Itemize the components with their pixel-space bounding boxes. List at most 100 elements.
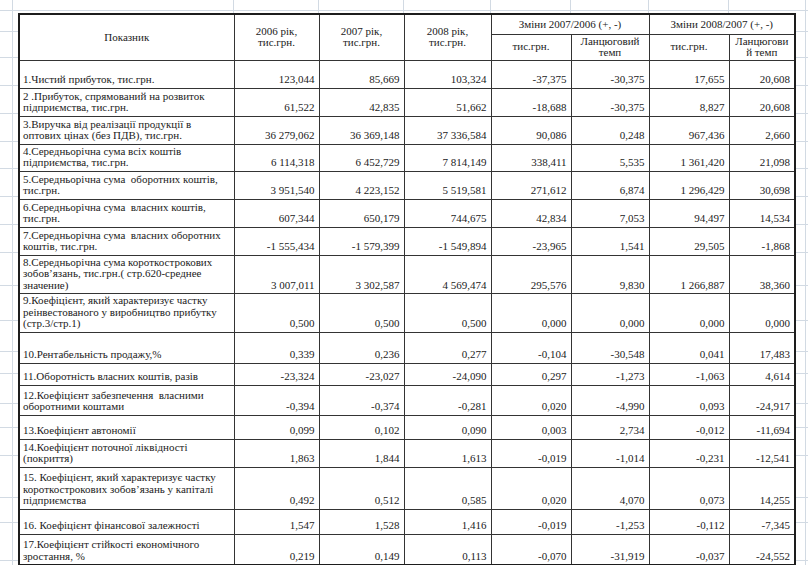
indicator-cell[interactable]: 12.Коефіцієнт забезпечення власними обор… [19,385,234,415]
value-2008-cell[interactable]: 51,662 [404,88,491,116]
chain-0807-rate-cell[interactable]: -11,694 [729,415,795,439]
header-year-2007[interactable]: 2007 рік, тис.грн. [319,14,404,60]
change-0706-value-cell[interactable]: 0,297 [491,363,571,385]
value-2008-cell[interactable]: -1 549,894 [404,227,491,255]
value-2008-cell[interactable]: 5 519,581 [404,171,491,199]
value-2008-cell[interactable]: 744,675 [404,199,491,227]
indicator-cell[interactable]: 9.Коефіцієнт, який характеризує частку р… [19,294,234,333]
chain-0706-rate-cell[interactable]: -30,375 [571,88,649,116]
value-2007-cell[interactable]: 1,528 [319,509,404,534]
value-2008-cell[interactable]: 0,090 [404,415,491,439]
value-2007-cell[interactable]: 0,102 [319,415,404,439]
chain-0706-rate-cell[interactable]: 1,541 [571,227,649,255]
value-2008-cell[interactable]: 103,324 [404,60,491,88]
header-year-2008[interactable]: 2008 рік, тис.грн. [404,14,491,60]
value-2007-cell[interactable]: 0,236 [319,332,404,363]
chain-0807-rate-cell[interactable]: -24,552 [729,534,795,565]
header-thousands-uah-2[interactable]: тис.грн. [649,34,729,60]
value-2007-cell[interactable]: 6 452,729 [319,144,404,171]
value-2008-cell[interactable]: 7 814,149 [404,144,491,171]
chain-0706-rate-cell[interactable]: 9,830 [571,255,649,294]
indicator-cell[interactable]: 3.Виручка від реалізації продукції в опт… [19,116,234,144]
change-0807-value-cell[interactable]: 94,497 [649,199,729,227]
value-2007-cell[interactable]: 3 302,587 [319,255,404,294]
value-2007-cell[interactable]: 4 223,152 [319,171,404,199]
value-2006-cell[interactable]: 607,344 [234,199,319,227]
change-0706-value-cell[interactable]: -0,104 [491,332,571,363]
value-2006-cell[interactable]: 123,044 [234,60,319,88]
indicator-cell[interactable]: 7.Середньорічна сума власних оборотних к… [19,227,234,255]
value-2007-cell[interactable]: 85,669 [319,60,404,88]
change-0706-value-cell[interactable]: 271,612 [491,171,571,199]
value-2008-cell[interactable]: -0,281 [404,385,491,415]
chain-0807-rate-cell[interactable]: 21,098 [729,144,795,171]
value-2008-cell[interactable]: 1,416 [404,509,491,534]
value-2006-cell[interactable]: 0,099 [234,415,319,439]
change-0807-value-cell[interactable]: 0,000 [649,294,729,333]
header-changes-2008-2007[interactable]: Зміни 2008/2007 (+, -) [649,14,795,34]
chain-0706-rate-cell[interactable]: -1,273 [571,363,649,385]
change-0706-value-cell[interactable]: -0,070 [491,534,571,565]
chain-0807-rate-cell[interactable]: 14,534 [729,199,795,227]
indicator-cell[interactable]: 6.Середньорічна сума власних коштів, тис… [19,199,234,227]
value-2006-cell[interactable]: 3 007,011 [234,255,319,294]
chain-0807-rate-cell[interactable]: 2,660 [729,116,795,144]
value-2008-cell[interactable]: -24,090 [404,363,491,385]
change-0706-value-cell[interactable]: -37,375 [491,60,571,88]
change-0706-value-cell[interactable]: -23,965 [491,227,571,255]
chain-0706-rate-cell[interactable]: -30,548 [571,332,649,363]
change-0706-value-cell[interactable]: -18,688 [491,88,571,116]
indicator-cell[interactable]: 16. Коефіцієнт фінансової залежності [19,509,234,534]
value-2006-cell[interactable]: 0,219 [234,534,319,565]
value-2006-cell[interactable]: -23,324 [234,363,319,385]
chain-0807-rate-cell[interactable]: 20,608 [729,60,795,88]
value-2007-cell[interactable]: 0,512 [319,467,404,509]
value-2006-cell[interactable]: 6 114,318 [234,144,319,171]
change-0807-value-cell[interactable]: 8,827 [649,88,729,116]
value-2007-cell[interactable]: 0,149 [319,534,404,565]
change-0706-value-cell[interactable]: 90,086 [491,116,571,144]
chain-0706-rate-cell[interactable]: -1,253 [571,509,649,534]
chain-0807-rate-cell[interactable]: -24,917 [729,385,795,415]
indicator-cell[interactable]: 10.Рентабельність продажу,% [19,332,234,363]
value-2008-cell[interactable]: 0,113 [404,534,491,565]
indicator-cell[interactable]: 5.Середньорічна сума оборотних коштів, т… [19,171,234,199]
chain-0706-rate-cell[interactable]: 4,070 [571,467,649,509]
change-0706-value-cell[interactable]: 338,411 [491,144,571,171]
value-2006-cell[interactable]: 0,339 [234,332,319,363]
value-2006-cell[interactable]: 3 951,540 [234,171,319,199]
value-2006-cell[interactable]: 0,500 [234,294,319,333]
chain-0706-rate-cell[interactable]: 5,535 [571,144,649,171]
chain-0706-rate-cell[interactable]: -4,990 [571,385,649,415]
header-chain-rate-2[interactable]: Ланцюгови й темп [729,34,795,60]
change-0807-value-cell[interactable]: 1 296,429 [649,171,729,199]
value-2006-cell[interactable]: 0,492 [234,467,319,509]
header-indicator[interactable]: Показник [19,14,234,60]
header-year-2006[interactable]: 2006 рік, тис.грн. [234,14,319,60]
change-0706-value-cell[interactable]: -0,019 [491,439,571,467]
value-2007-cell[interactable]: 36 369,148 [319,116,404,144]
value-2007-cell[interactable]: 0,500 [319,294,404,333]
change-0807-value-cell[interactable]: 29,505 [649,227,729,255]
value-2006-cell[interactable]: 1,547 [234,509,319,534]
indicator-cell[interactable]: 1.Чистий прибуток, тис.грн. [19,60,234,88]
value-2008-cell[interactable]: 1,613 [404,439,491,467]
header-thousands-uah-1[interactable]: тис.грн. [491,34,571,60]
chain-0706-rate-cell[interactable]: 0,000 [571,294,649,333]
change-0807-value-cell[interactable]: 0,041 [649,332,729,363]
chain-0807-rate-cell[interactable]: 0,000 [729,294,795,333]
chain-0706-rate-cell[interactable]: -1,014 [571,439,649,467]
change-0807-value-cell[interactable]: -0,012 [649,415,729,439]
change-0706-value-cell[interactable]: 0,020 [491,467,571,509]
indicator-cell[interactable]: 13.Коефіцієнт автономії [19,415,234,439]
value-2007-cell[interactable]: -0,374 [319,385,404,415]
value-2007-cell[interactable]: -1 579,399 [319,227,404,255]
indicator-cell[interactable]: 4.Середньорічна сума всіх коштів підприє… [19,144,234,171]
change-0807-value-cell[interactable]: 17,655 [649,60,729,88]
chain-0706-rate-cell[interactable]: 6,874 [571,171,649,199]
value-2006-cell[interactable]: 1,863 [234,439,319,467]
change-0807-value-cell[interactable]: -0,112 [649,509,729,534]
chain-0807-rate-cell[interactable]: -7,345 [729,509,795,534]
change-0706-value-cell[interactable]: -0,019 [491,509,571,534]
chain-0807-rate-cell[interactable]: 14,255 [729,467,795,509]
